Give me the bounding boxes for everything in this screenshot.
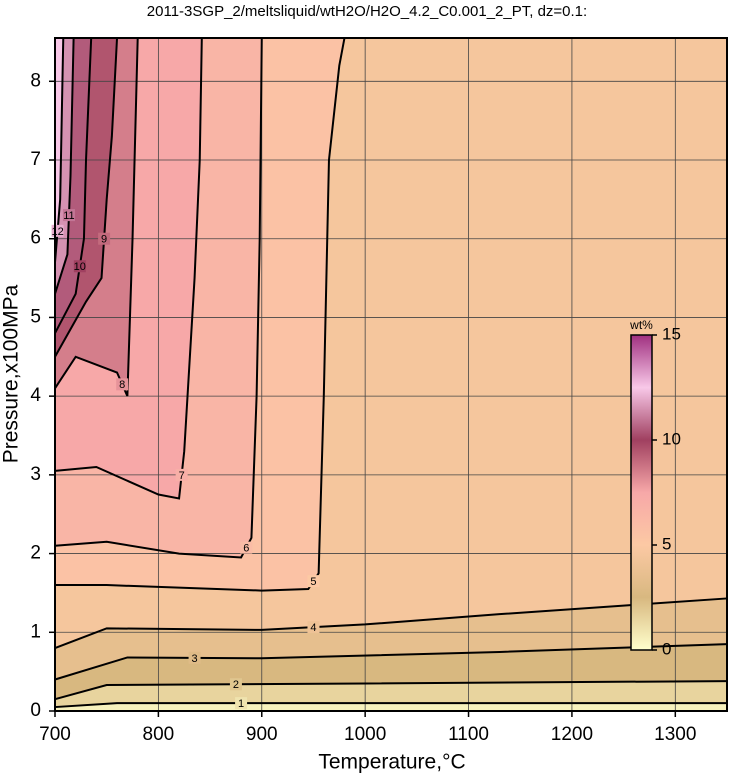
contour-label-bg [188, 651, 201, 664]
contour-line [54, 37, 65, 263]
contour-label: 4 [310, 622, 316, 634]
contour-label-bg [98, 232, 111, 245]
y-tick-label: 2 [30, 543, 41, 564]
contour-label-bg [73, 260, 86, 273]
x-tick-label: 1300 [654, 724, 696, 745]
chart-title: 2011-3SGP_2/meltsliquid/wtH2O/H2O_4.2_C0… [147, 3, 587, 20]
contour-label-bg [307, 575, 320, 588]
contour-label: 7 [179, 470, 185, 482]
y-tick-label: 7 [30, 149, 41, 170]
colorbar-tick-label: 5 [662, 534, 671, 553]
x-tick-label: 700 [39, 724, 71, 745]
x-tick-label: 900 [246, 724, 278, 745]
contour-label: 1 [238, 698, 244, 710]
x-tick-label: 1000 [344, 724, 386, 745]
contour-label-bg [240, 541, 253, 554]
contour-label: 3 [192, 653, 198, 665]
contour-label: 12 [51, 226, 63, 238]
contour-label: 11 [63, 210, 74, 222]
y-axis-label: Pressure,x100MPa [0, 284, 23, 463]
contour-label: 10 [74, 261, 86, 273]
plot-frame [54, 37, 728, 712]
x-axis-label: Temperature,°C [318, 751, 465, 774]
contour-label: 5 [310, 576, 316, 588]
colorbar-tick-label: 15 [662, 324, 681, 343]
y-tick-label: 1 [30, 621, 41, 642]
colorbar-tick-label: 10 [662, 429, 681, 448]
y-tick-label: 0 [30, 700, 41, 721]
contour-label: 9 [101, 234, 107, 246]
x-tick-label: 800 [143, 724, 175, 745]
contour-label-bg [229, 678, 242, 691]
contour-label-bg [175, 468, 188, 481]
y-tick-label: 3 [30, 464, 41, 485]
contour-label-bg [62, 209, 75, 222]
x-tick-label: 1100 [448, 724, 489, 745]
contour-line [54, 37, 93, 334]
colorbar-label: wt% [629, 318, 653, 332]
contour-label-bg [307, 621, 320, 634]
y-tick-label: 6 [30, 228, 41, 249]
contour-label-bg [235, 697, 248, 710]
contour-line [54, 643, 728, 681]
contour-label: 2 [233, 679, 239, 691]
colorbar [630, 334, 653, 651]
contour-label-bg [116, 378, 129, 391]
colorbar-tick-label: 0 [662, 639, 671, 658]
contour-label: 6 [243, 543, 249, 555]
y-tick-label: 8 [30, 70, 41, 91]
y-tick-label: 5 [30, 306, 41, 327]
x-tick-label: 1200 [551, 724, 593, 745]
contour-line [55, 37, 346, 592]
y-tick-label: 4 [30, 385, 41, 406]
contour-label: 8 [119, 379, 125, 391]
